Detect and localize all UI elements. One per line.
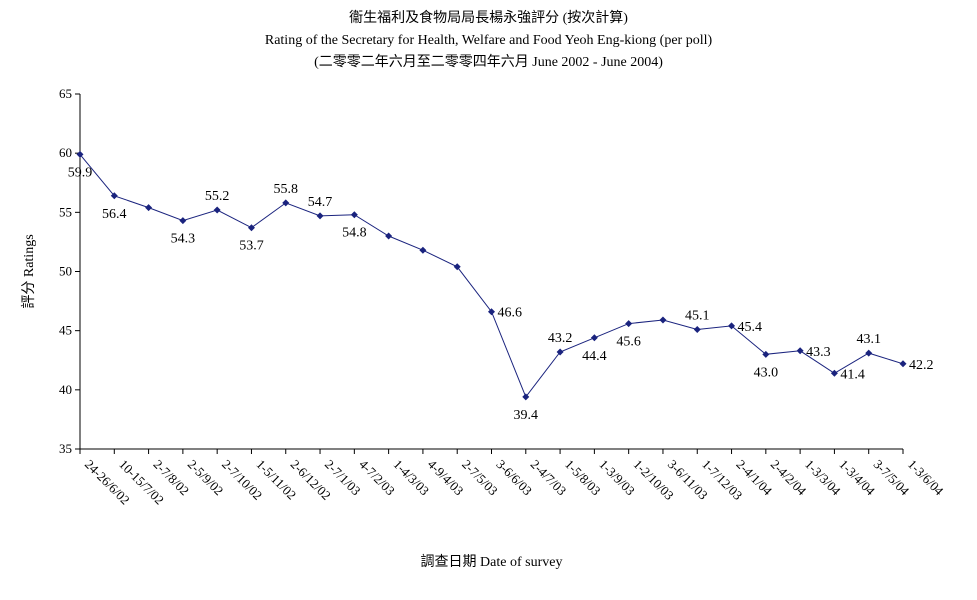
data-point-marker xyxy=(213,206,221,214)
data-point-marker xyxy=(350,211,358,219)
x-tick-label: 2-7/5/03 xyxy=(459,457,501,499)
data-point-marker xyxy=(590,334,598,342)
data-label: 53.7 xyxy=(239,239,264,254)
data-point-marker xyxy=(693,325,701,333)
data-label: 43.2 xyxy=(548,331,573,346)
data-label: 42.2 xyxy=(909,358,934,373)
y-tick-label: 55 xyxy=(59,204,72,219)
series-line xyxy=(79,154,904,398)
data-label: 54.3 xyxy=(171,232,196,247)
x-tick-label: 4-7/2/03 xyxy=(356,457,398,499)
data-label: 45.1 xyxy=(685,308,710,323)
data-point-marker xyxy=(488,308,495,316)
x-axis-title: 調查日期 Date of survey xyxy=(421,554,563,570)
chart-subtitle: (二零零二年六月至二零零四年六月 June 2002 - June 2004) xyxy=(314,55,663,70)
data-label: 43.3 xyxy=(806,345,831,360)
data-point-marker xyxy=(865,349,873,357)
data-label: 39.4 xyxy=(514,408,539,423)
data-label: 45.6 xyxy=(616,335,641,350)
x-axis-ticks: 24-26/6/0210-15/7/022-7/8/022-5/9/022-7/… xyxy=(79,449,947,507)
data-label: 46.6 xyxy=(498,306,523,321)
x-tick-label: 2-5/9/02 xyxy=(185,457,227,499)
x-tick-label: 3-7/5/04 xyxy=(871,457,913,499)
y-tick-label: 65 xyxy=(59,86,72,101)
y-axis-title: 評分 Ratings xyxy=(21,234,37,308)
data-point-marker xyxy=(659,316,667,324)
series-ratings xyxy=(76,150,907,401)
chart-title-english: Rating of the Secretary for Health, Welf… xyxy=(264,33,713,48)
data-label: 56.4 xyxy=(102,207,127,222)
data-point-marker xyxy=(453,263,461,271)
chart-title-block: 衞生福利及食物局局長楊永強評分 (按次計算) Rating of the Sec… xyxy=(0,8,977,74)
x-tick-label: 1-5/8/03 xyxy=(562,457,604,499)
data-point-marker xyxy=(179,217,187,225)
data-point-marker xyxy=(556,348,564,356)
data-point-marker xyxy=(728,322,736,330)
x-tick-label: 1-4/3/03 xyxy=(391,457,433,499)
x-tick-label: 1-3/9/03 xyxy=(596,457,638,499)
data-label: 54.8 xyxy=(342,226,367,241)
data-label: 43.1 xyxy=(856,332,881,347)
data-point-marker xyxy=(625,320,633,328)
data-point-marker xyxy=(899,360,907,368)
data-point-marker xyxy=(145,204,153,212)
data-point-marker xyxy=(830,369,838,377)
x-tick-label: 1-3/3/04 xyxy=(802,457,844,499)
data-point-marker xyxy=(76,150,84,158)
x-tick-label: 2-4/2/04 xyxy=(768,457,810,499)
data-point-marker xyxy=(762,350,770,358)
data-label: 44.4 xyxy=(582,349,607,364)
y-tick-label: 45 xyxy=(59,323,72,338)
y-tick-label: 50 xyxy=(59,264,72,279)
x-tick-label: 4-9/4/03 xyxy=(425,457,467,499)
data-labels: 59.9 56.4 54.3 55.2 53.7 55.8 54.7 54.8 46.6 39.4… xyxy=(68,165,934,423)
y-tick-label: 35 xyxy=(59,441,72,456)
data-point-marker xyxy=(316,212,324,220)
x-tick-label: 1-3/6/04 xyxy=(905,457,947,499)
data-point-marker xyxy=(522,393,530,401)
data-point-marker xyxy=(796,347,804,355)
data-point-marker xyxy=(247,224,255,232)
data-label: 55.2 xyxy=(205,189,230,204)
data-point-marker xyxy=(282,199,290,207)
data-label: 41.4 xyxy=(840,367,865,382)
data-label: 43.0 xyxy=(754,365,779,380)
chart-axes xyxy=(79,94,903,450)
y-tick-label: 40 xyxy=(59,382,72,397)
data-label: 54.7 xyxy=(308,195,333,210)
x-tick-label: 1-3/4/04 xyxy=(836,457,878,499)
y-tick-label: 60 xyxy=(59,145,72,160)
data-label: 55.8 xyxy=(274,182,299,197)
x-tick-label: 2-4/7/03 xyxy=(528,457,570,499)
chart-title-chinese: 衞生福利及食物局局長楊永強評分 (按次計算) xyxy=(349,11,628,26)
data-point-marker xyxy=(385,232,393,240)
x-tick-label: 3-6/6/03 xyxy=(493,457,535,499)
y-axis-ticks: 35 40 45 50 55 60 65 xyxy=(59,86,80,456)
data-label: 59.9 xyxy=(68,165,93,180)
data-label: 45.4 xyxy=(738,320,763,335)
data-point-marker xyxy=(110,192,118,200)
data-point-marker xyxy=(419,246,427,254)
